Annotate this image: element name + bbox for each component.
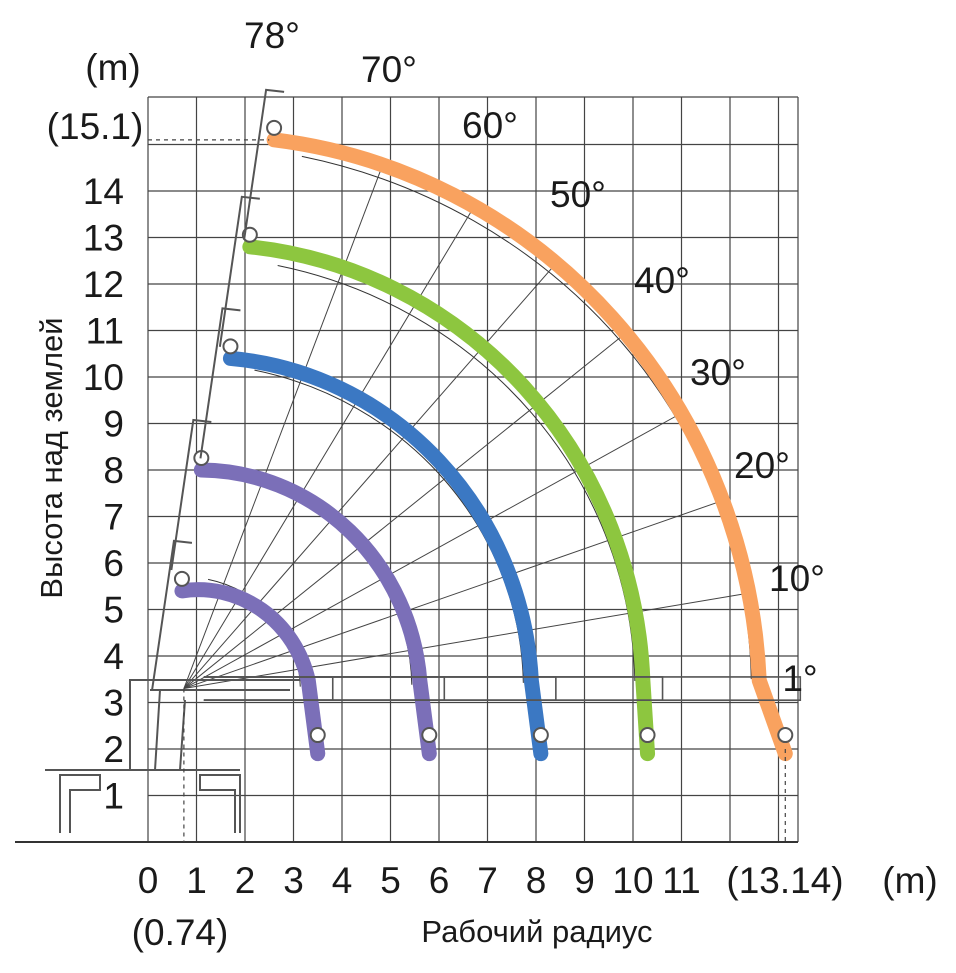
min-radius-label: (0.74) — [132, 912, 229, 953]
angle-ray — [183, 411, 684, 689]
series-group — [174, 132, 793, 762]
boom-outline-raised — [170, 418, 212, 571]
hook-block — [777, 727, 794, 744]
x-tick-label: 6 — [429, 860, 450, 901]
hook-block — [532, 727, 549, 744]
series-line-3 — [222, 350, 549, 762]
x-unit-label: (m) — [882, 860, 937, 901]
hook-block — [421, 727, 438, 744]
crane-outline — [45, 139, 786, 842]
angle-label: 78° — [244, 15, 300, 56]
x-tick-label: 2 — [235, 860, 256, 901]
angle-ray — [183, 209, 473, 689]
x-tick-label: 8 — [526, 860, 547, 901]
series-line-5 — [266, 132, 793, 762]
y-unit-label: (m) — [85, 47, 140, 88]
y-tick-label: 1 — [103, 776, 124, 817]
hook-block — [309, 727, 326, 744]
angle-label: 60° — [462, 105, 518, 146]
y-tick-label: 4 — [103, 636, 124, 677]
series-line-2 — [193, 462, 437, 762]
x-tick-label: 9 — [574, 860, 595, 901]
angle-ray — [183, 168, 382, 689]
angle-rays — [183, 168, 753, 690]
boom-outlines — [150, 88, 802, 744]
y-tick-label: 2 — [103, 729, 124, 770]
y-tick-label: 6 — [103, 543, 124, 584]
angle-ray — [183, 591, 753, 690]
crane-base — [45, 679, 300, 833]
x-tick-label: 10 — [612, 860, 653, 901]
x-tick-label: 1 — [186, 860, 207, 901]
y-axis-title: Высота над землей — [34, 317, 69, 598]
y-tick-label: 3 — [103, 683, 124, 724]
boom-outline-raised — [199, 307, 241, 459]
angle-label: 10° — [769, 558, 825, 599]
y-tick-label: 11 — [86, 311, 124, 352]
y-tick-label: 14 — [83, 171, 124, 212]
series-line-4 — [242, 239, 656, 762]
labels-group: (m) (m) (15.1) (13.14) (0.74) Рабочий ра… — [34, 15, 938, 953]
y-tick-label: 13 — [83, 218, 124, 259]
angle-ray — [183, 498, 727, 690]
boom-outline-raised — [218, 195, 260, 347]
angle-ray — [183, 332, 627, 689]
angle-label: 50° — [550, 174, 606, 215]
x-tick-label: 3 — [283, 860, 304, 901]
angle-label: 70° — [361, 49, 417, 90]
y-tick-label: 9 — [103, 404, 124, 445]
angle-label: 40° — [634, 260, 690, 301]
max-radius-label: (13.14) — [726, 860, 843, 901]
boom-outline-horizontal — [203, 676, 802, 701]
y-tick-label: 12 — [83, 264, 124, 305]
angle-label: 20° — [734, 445, 790, 486]
hook-block — [266, 119, 283, 136]
hook-block — [222, 338, 239, 355]
series-line-1 — [174, 582, 326, 762]
x-tick-label: 11 — [662, 860, 700, 901]
x-axis-title: Рабочий радиус — [421, 914, 652, 949]
y-tick-label: 7 — [103, 497, 124, 538]
y-tick-label: 10 — [83, 357, 124, 398]
y-tick-label: 5 — [103, 590, 124, 631]
x-tick-label: 0 — [138, 860, 159, 901]
boom-outline-raised — [150, 539, 193, 692]
x-tick-label: 7 — [477, 860, 498, 901]
angle-label: 30° — [690, 352, 746, 393]
hook-block — [639, 727, 656, 744]
hook-block — [173, 570, 190, 587]
angle-label: 1° — [782, 658, 817, 699]
x-tick-label: 4 — [332, 860, 353, 901]
angle-arcs — [207, 155, 752, 687]
boom-outline-raised — [243, 88, 285, 240]
angle-ray — [183, 264, 556, 689]
x-tick-label: 5 — [380, 860, 401, 901]
max-height-label: (15.1) — [47, 106, 144, 147]
y-tick-label: 8 — [103, 450, 124, 491]
